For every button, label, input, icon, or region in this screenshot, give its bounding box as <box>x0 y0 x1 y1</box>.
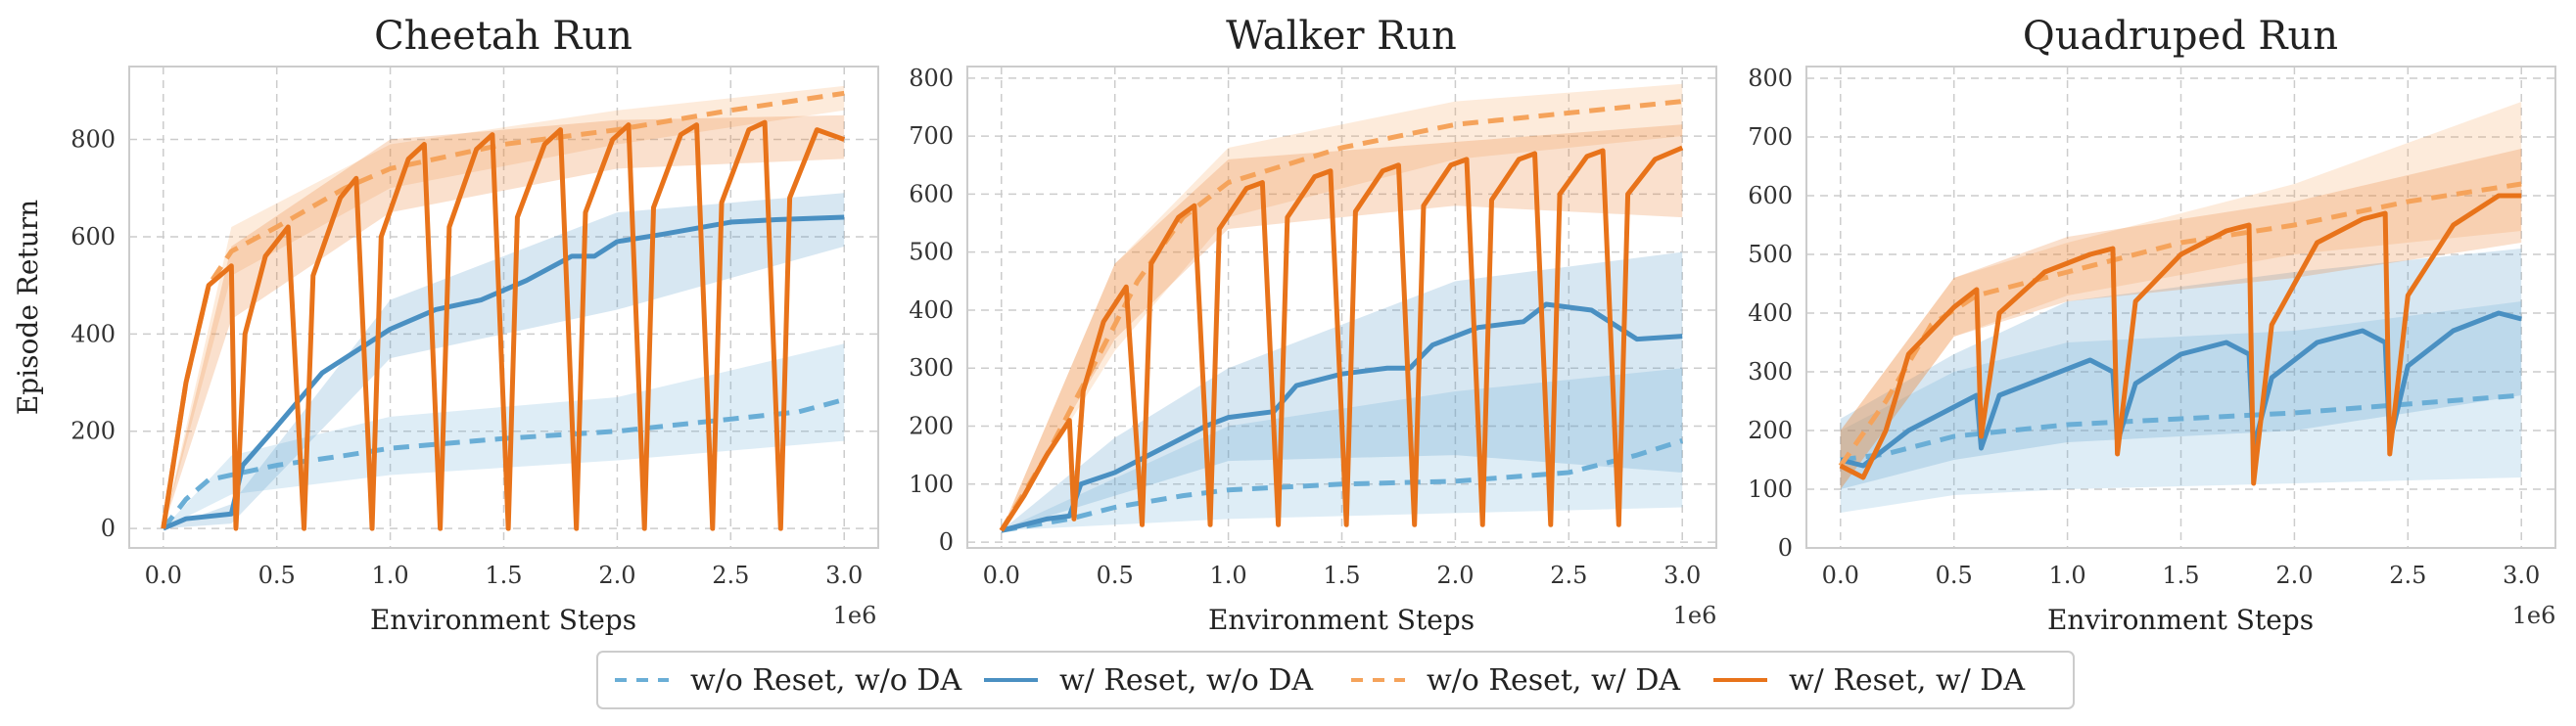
y-ticks-cheetah: 0 200 400 600 800 <box>70 126 116 543</box>
x-multiplier-walker: 1e6 <box>1673 602 1717 629</box>
y-tick-label: 600 <box>1748 182 1793 209</box>
y-tick-label: 0 <box>939 528 954 556</box>
y-tick-label: 100 <box>1748 476 1793 503</box>
y-ticks-walker: 0 100 200 300 400 500 600 700 800 <box>909 65 954 556</box>
y-tick-label: 800 <box>909 65 954 92</box>
lines-quadruped <box>1838 181 2522 486</box>
x-tick-label: 2.0 <box>598 562 635 589</box>
y-tick-label: 700 <box>1748 123 1793 151</box>
legend-label-3: w/ Reset, w/ DA <box>1789 663 2025 698</box>
x-axis-label-quadruped: Environment Steps <box>2047 604 2314 636</box>
x-tick-label: 0.5 <box>258 562 296 589</box>
series-line <box>1839 193 2522 486</box>
x-tick-label: 2.5 <box>2389 562 2426 589</box>
series-line <box>161 119 846 531</box>
x-axis-label-walker: Environment Steps <box>1208 604 1475 636</box>
grid-quadruped <box>1806 67 2555 549</box>
legend-label-0: w/o Reset, w/o DA <box>690 663 961 698</box>
x-ticks-walker: 0.0 0.5 1.0 1.5 2.0 2.5 3.0 <box>983 562 1702 589</box>
legend-frame <box>596 651 2075 709</box>
y-tick-label: 200 <box>70 418 116 445</box>
legend: w/o Reset, w/o DA w/ Reset, w/o DA w/o R… <box>596 651 2075 709</box>
y-tick-label: 800 <box>70 126 116 154</box>
y-tick-label: 500 <box>909 239 954 266</box>
y-axis-label-cheetah: Episode Return <box>12 200 44 415</box>
chart-title-cheetah: Cheetah Run <box>374 14 632 59</box>
y-tick-label: 200 <box>909 413 954 440</box>
legend-item-2: w/o Reset, w/ DA <box>1351 663 1680 698</box>
series-line <box>1001 437 1683 533</box>
y-ticks-quadruped: 0 100 200 300 400 500 600 700 800 <box>1748 65 1793 562</box>
y-tick-label: 700 <box>909 122 954 150</box>
x-tick-label: 2.0 <box>2275 562 2313 589</box>
legend-item-0: w/o Reset, w/o DA <box>615 663 961 698</box>
series-line <box>999 99 1683 532</box>
x-tick-label: 3.0 <box>1663 562 1701 589</box>
chart-title-walker: Walker Run <box>1226 14 1457 59</box>
legend-item-1: w/ Reset, w/o DA <box>984 663 1313 698</box>
confidence-band <box>163 85 845 529</box>
x-tick-label: 3.0 <box>825 562 863 589</box>
y-tick-label: 800 <box>1748 65 1793 92</box>
confidence-band <box>1001 83 1683 531</box>
x-axis-label-cheetah: Environment Steps <box>370 604 636 636</box>
x-tick-label: 1.0 <box>2049 562 2086 589</box>
x-tick-label: 2.5 <box>712 562 749 589</box>
panel-cheetah-run: 0.0 0.5 1.0 1.5 2.0 2.5 3.0 0 200 400 600 800 Chee… <box>12 14 879 636</box>
x-tick-label: 1.5 <box>2162 562 2199 589</box>
lines-walker <box>999 99 1684 533</box>
x-tick-label: 1.0 <box>372 562 409 589</box>
x-tick-label: 2.0 <box>1436 562 1474 589</box>
y-tick-label: 300 <box>909 354 954 382</box>
x-ticks-quadruped: 0.0 0.5 1.0 1.5 2.0 2.5 3.0 <box>1822 562 2541 589</box>
panel-quadruped-run: 0.0 0.5 1.0 1.5 2.0 2.5 3.0 0 100 200 300 400 500 60… <box>1748 14 2556 636</box>
y-tick-label: 600 <box>70 223 116 250</box>
x-tick-label: 1.0 <box>1210 562 1247 589</box>
y-tick-label: 400 <box>909 296 954 324</box>
legend-label-1: w/ Reset, w/o DA <box>1059 663 1313 698</box>
y-tick-label: 100 <box>909 471 954 498</box>
confidence-band <box>1840 301 2522 513</box>
x-tick-label: 2.5 <box>1550 562 1587 589</box>
y-tick-label: 0 <box>101 515 116 542</box>
x-ticks-cheetah: 0.0 0.5 1.0 1.5 2.0 2.5 3.0 <box>145 562 864 589</box>
x-tick-label: 0.5 <box>1936 562 1973 589</box>
y-tick-label: 600 <box>909 180 954 207</box>
series-line <box>161 397 845 530</box>
y-tick-label: 200 <box>1748 417 1793 444</box>
y-tick-label: 400 <box>70 320 116 347</box>
y-tick-label: 400 <box>1748 299 1793 327</box>
y-tick-label: 500 <box>1748 241 1793 268</box>
x-multiplier-cheetah: 1e6 <box>833 602 877 629</box>
panel-walker-run: 0.0 0.5 1.0 1.5 2.0 2.5 3.0 0 100 200 300 400 500 60… <box>909 14 1717 636</box>
x-multiplier-quadruped: 1e6 <box>2512 602 2556 629</box>
x-tick-label: 0.0 <box>1822 562 1859 589</box>
lines-cheetah <box>161 90 846 531</box>
x-tick-label: 0.5 <box>1097 562 1134 589</box>
x-tick-label: 1.5 <box>1323 562 1360 589</box>
series-line <box>999 145 1684 532</box>
x-tick-label: 1.5 <box>485 562 522 589</box>
bands-quadruped <box>1840 102 2522 513</box>
x-tick-label: 3.0 <box>2503 562 2540 589</box>
confidence-band <box>1840 102 2522 489</box>
x-tick-label: 0.0 <box>145 562 182 589</box>
confidence-band <box>163 193 845 529</box>
x-tick-label: 0.0 <box>983 562 1020 589</box>
y-tick-label: 300 <box>1748 358 1793 386</box>
y-tick-label: 0 <box>1778 534 1793 562</box>
legend-label-2: w/o Reset, w/ DA <box>1427 663 1680 698</box>
chart-title-quadruped: Quadruped Run <box>2023 14 2338 59</box>
confidence-band <box>1840 249 2522 489</box>
confidence-band <box>1840 149 2522 489</box>
legend-item-3: w/ Reset, w/ DA <box>1713 663 2025 698</box>
